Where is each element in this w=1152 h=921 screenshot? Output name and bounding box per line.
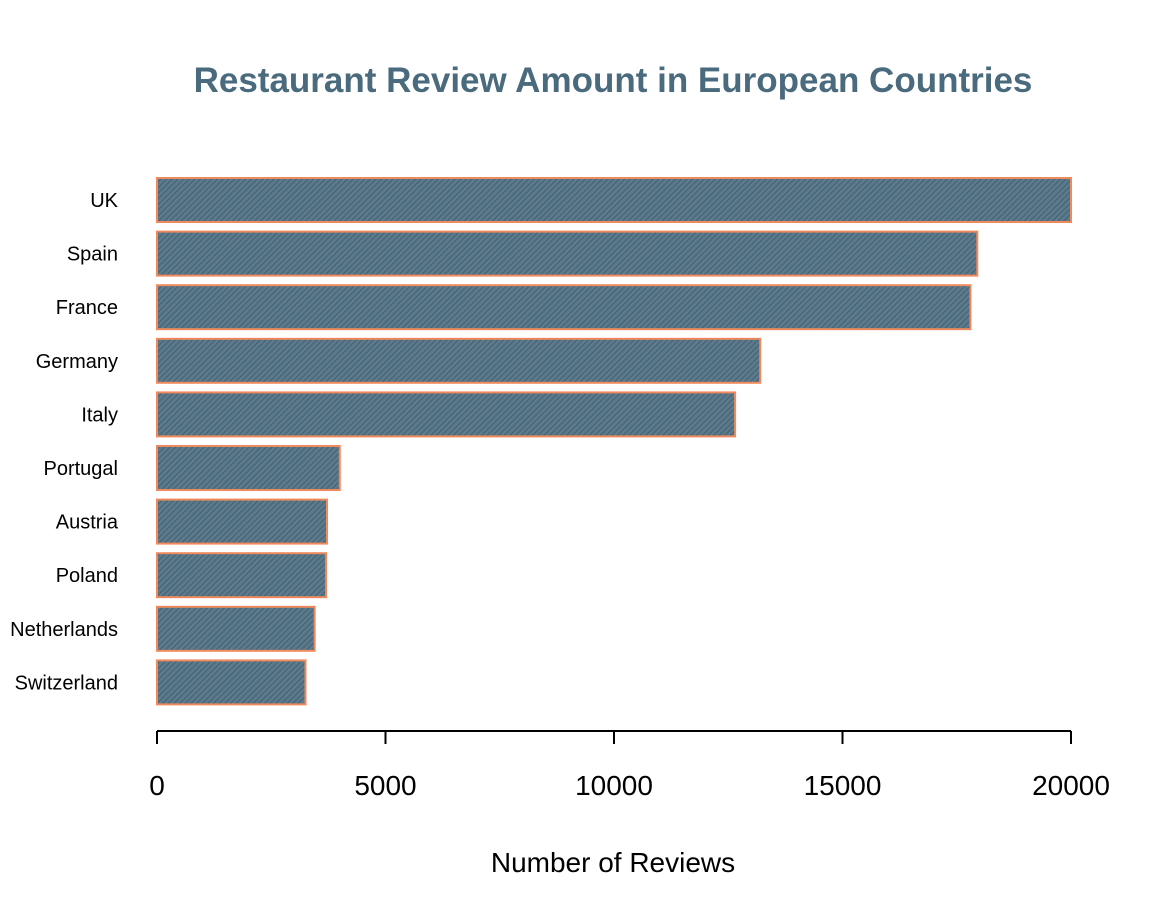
- category-label: Germany: [36, 351, 118, 373]
- bar-portugal: [156, 445, 341, 491]
- x-axis: 0 5000 10000 15000 20000: [149, 730, 1110, 801]
- category-label: Netherlands: [10, 619, 118, 641]
- bar-germany: [156, 337, 762, 384]
- category-label: Switzerland: [15, 672, 118, 694]
- bar-netherlands: [156, 605, 316, 652]
- bar-spain: [156, 230, 979, 277]
- bar-italy: [156, 391, 737, 438]
- x-tick-label: 15000: [804, 770, 882, 801]
- category-label: Italy: [81, 404, 118, 426]
- category-label: France: [56, 297, 118, 319]
- bar-france: [156, 284, 972, 331]
- bars-layer: [156, 177, 1072, 706]
- x-axis-title: Number of Reviews: [491, 847, 735, 878]
- bar-uk: [156, 177, 1072, 223]
- x-ticks: 0 5000 10000 15000 20000: [149, 731, 1110, 801]
- category-label: Portugal: [44, 458, 119, 480]
- x-tick-label: 10000: [575, 770, 653, 801]
- category-labels: UK Spain France Germany Italy Portugal Austria…: [10, 190, 119, 694]
- category-label: Austria: [56, 512, 119, 534]
- bar-austria: [156, 498, 329, 545]
- x-tick-label: 5000: [354, 770, 416, 801]
- x-tick-label: 0: [149, 770, 165, 801]
- category-label: Spain: [67, 244, 118, 266]
- bar-switzerland: [156, 659, 307, 706]
- bar-poland: [156, 552, 328, 599]
- category-label: UK: [90, 190, 118, 212]
- category-label: Poland: [56, 565, 118, 587]
- chart-title: Restaurant Review Amount in European Cou…: [194, 61, 1033, 100]
- x-tick-label: 20000: [1032, 770, 1110, 801]
